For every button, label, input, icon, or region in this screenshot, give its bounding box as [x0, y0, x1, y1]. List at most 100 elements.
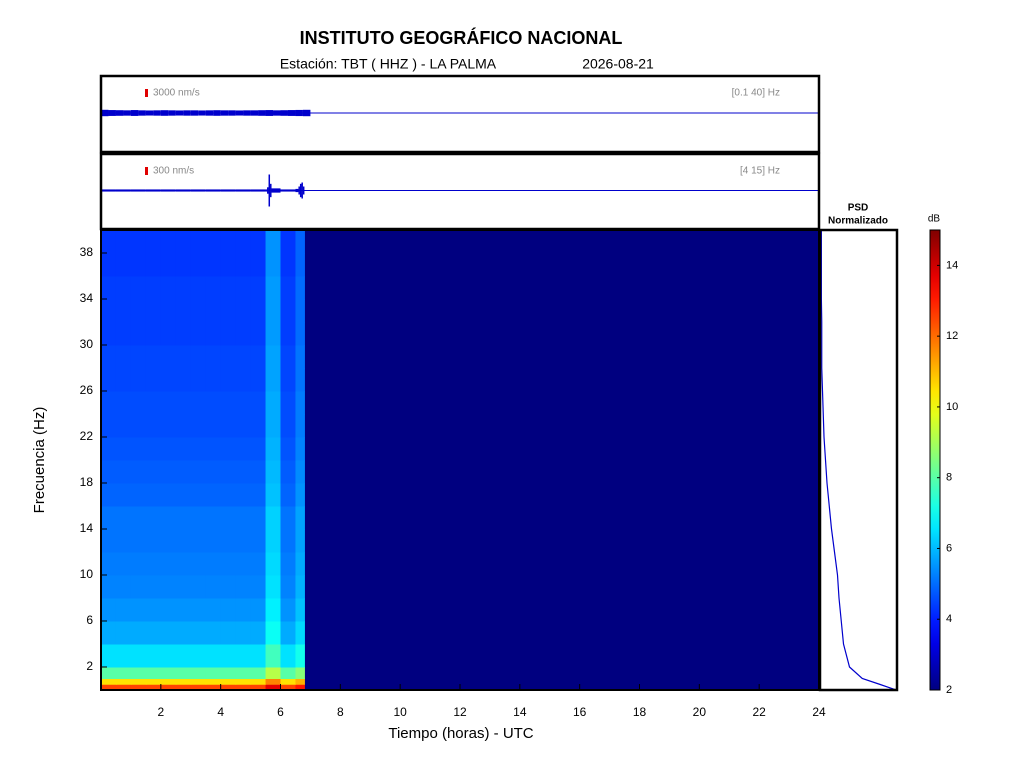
spectrogram-cell [145, 299, 162, 323]
spectrogram-cell [220, 529, 237, 553]
spectrogram-cell [101, 598, 117, 622]
spectrogram-cell [220, 552, 237, 576]
spectrogram-cell [205, 230, 222, 254]
spectrogram-cell [115, 276, 132, 300]
spectrogram-cell [115, 253, 132, 277]
spectrogram-cell [250, 299, 267, 323]
spectrogram-cell [250, 621, 267, 645]
trace-segment [101, 189, 116, 192]
colorbar-tick-label: 6 [946, 542, 952, 554]
spectrogram-cell [295, 391, 305, 415]
spectrogram-cell [280, 368, 296, 392]
spectrogram-cell [280, 299, 296, 323]
trace-segment [295, 188, 299, 193]
spectrogram-cell [265, 345, 281, 369]
y-tick-label: 34 [80, 291, 94, 305]
trace-segment [280, 110, 288, 116]
spectrogram-cell [295, 598, 305, 622]
spectrogram-cell [115, 460, 132, 484]
trace-segment [302, 186, 305, 195]
spectrogram-cell [145, 598, 162, 622]
spectrogram-cell [265, 230, 281, 254]
trace-segment [160, 189, 176, 192]
spectrogram-cell [265, 621, 281, 645]
spectrogram-cell [190, 529, 207, 553]
spectrogram-cell [145, 684, 162, 691]
spectrogram-cell [235, 437, 252, 461]
spectrogram-cell [220, 621, 237, 645]
spectrogram-cell [205, 598, 222, 622]
spectrogram-cell [295, 460, 305, 484]
spectrogram-cell [145, 437, 162, 461]
spectrogram-cell [101, 529, 117, 553]
spectrogram-cell [175, 345, 192, 369]
spectrogram-cell [160, 506, 177, 530]
trace-segment [220, 110, 229, 116]
spectrogram-cell [280, 230, 296, 254]
spectrogram-cell [205, 437, 222, 461]
spectrogram-cell [295, 299, 305, 323]
spectrogram-cell [160, 667, 177, 679]
spectrogram-cell [235, 684, 252, 691]
spectrogram-cell [190, 621, 207, 645]
spectrogram-cell [190, 667, 207, 679]
spectrogram-cell [250, 529, 267, 553]
spectrogram-cell [160, 621, 177, 645]
y-tick-label: 22 [80, 429, 94, 443]
spectrogram-cell [235, 529, 252, 553]
spectrogram-cell [235, 230, 252, 254]
spectrogram-cell [190, 483, 207, 507]
trace-segment [295, 109, 303, 117]
spectrogram-cell [160, 368, 177, 392]
trace-segment [138, 110, 146, 116]
spectrogram-cell [250, 598, 267, 622]
spectrogram-cell [205, 678, 222, 685]
spectrogram-cell [115, 575, 132, 599]
spectrogram-cell [205, 345, 222, 369]
spectrogram-cell [115, 678, 132, 685]
spectrogram-cell [115, 552, 132, 576]
spectrogram-cell [160, 598, 177, 622]
spectrogram-cell [145, 460, 162, 484]
trace-segment [130, 189, 146, 192]
spectrogram-cell [115, 414, 132, 438]
spectrogram-cell [115, 345, 132, 369]
spectrogram-cell [295, 552, 305, 576]
spectrogram-cell [220, 391, 237, 415]
trace-segment [270, 183, 272, 198]
spectrogram-cell [175, 322, 192, 346]
spectrogram-cell [190, 368, 207, 392]
spectrogram-cell [145, 368, 162, 392]
spectrogram-cell [160, 414, 177, 438]
spectrogram-cell [101, 552, 117, 576]
spectrogram-cell [265, 460, 281, 484]
trace-segment [287, 110, 296, 116]
spectrogram-cell [235, 322, 252, 346]
spectrogram-cell [235, 667, 252, 679]
spectrogram-cell [205, 506, 222, 530]
spectrogram-cell [265, 322, 281, 346]
spectrogram-cell [220, 644, 237, 668]
spectrogram-cell [280, 414, 296, 438]
spectrogram-cell [130, 621, 147, 645]
spectrogram-cell [265, 276, 281, 300]
spectrogram-cell [265, 644, 281, 668]
spectrogram-cell [175, 506, 192, 530]
spectrogram-cell [175, 368, 192, 392]
spectrogram-cell [145, 575, 162, 599]
colorbar-label: dB [928, 214, 941, 225]
spectrogram-cell [160, 299, 177, 323]
trace-segment [101, 109, 109, 117]
trace-segment [235, 189, 251, 192]
trace-segment [280, 189, 296, 192]
band-label: [0.1 40] Hz [732, 88, 780, 99]
spectrogram-cell [250, 667, 267, 679]
spectrogram-cell [295, 276, 305, 300]
date: 2026-08-21 [582, 56, 654, 72]
trace-segment [190, 189, 206, 192]
spectrogram-cell [235, 552, 252, 576]
spectrogram-cell [265, 414, 281, 438]
spectrogram-cell [101, 460, 117, 484]
colorbar [929, 229, 941, 691]
spectrogram-cell [175, 644, 192, 668]
